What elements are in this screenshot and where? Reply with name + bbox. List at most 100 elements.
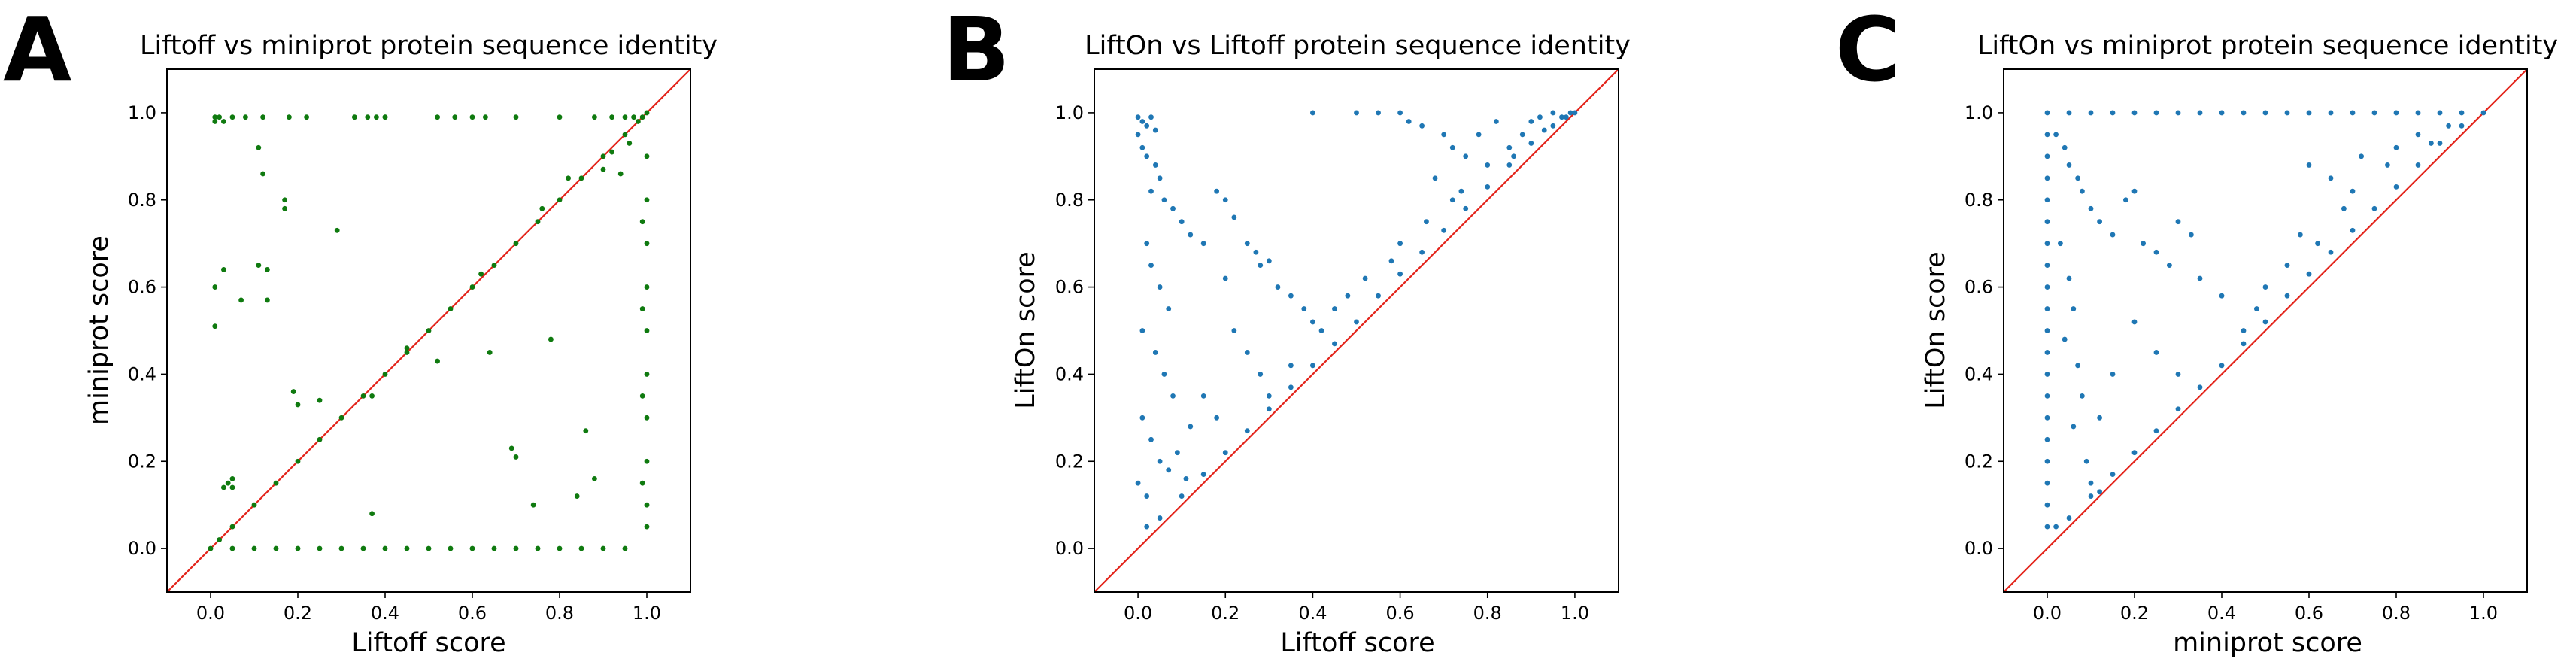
data-point-c (2131, 188, 2138, 194)
data-point-c (2459, 123, 2465, 129)
data-point-a (282, 197, 287, 203)
panel-letter-c: C (1835, 0, 1901, 102)
data-point-c (2080, 393, 2085, 399)
x-tick-label-a: 0.8 (545, 603, 574, 624)
data-point-c (2284, 110, 2290, 116)
data-point-b (1179, 493, 1185, 499)
data-point-b (1332, 306, 1337, 311)
y-tick-label-a: 0.6 (128, 277, 156, 298)
data-point-c (2044, 436, 2050, 442)
data-point-c (2110, 472, 2116, 478)
data-point-c (2088, 205, 2094, 211)
data-point-c (2062, 144, 2068, 150)
data-point-b (1572, 110, 1578, 116)
data-point-a (469, 284, 475, 290)
panel-c: C LiftOn vs miniprot protein sequence id… (1835, 0, 2558, 658)
data-point-c (2175, 372, 2181, 377)
x-tick-label-c: 0.8 (2382, 603, 2411, 624)
data-point-a (221, 119, 226, 124)
data-point-c (2044, 393, 2050, 399)
data-point-a (513, 454, 519, 460)
data-point-a (483, 114, 488, 120)
data-point-b (1388, 258, 1394, 264)
data-point-c (2167, 263, 2172, 269)
y-tick-label-c: 0.8 (1965, 190, 1993, 211)
data-point-a (491, 545, 497, 551)
data-point-b (1222, 197, 1228, 203)
data-point-a (382, 545, 388, 551)
data-point-a (304, 114, 309, 120)
data-point-b (1188, 424, 1194, 430)
chart-title-c: LiftOn vs miniprot protein sequence iden… (1977, 31, 2558, 61)
data-point-b (1550, 110, 1556, 116)
data-point-b (1170, 393, 1176, 399)
data-point-b (1148, 114, 1154, 120)
data-point-a (644, 415, 650, 421)
data-point-c (2044, 415, 2050, 421)
data-point-a (644, 524, 650, 530)
data-point-c (2328, 249, 2334, 255)
data-point-c (2315, 241, 2321, 247)
data-point-a (369, 511, 375, 517)
data-point-a (295, 545, 301, 551)
data-point-a (631, 114, 636, 120)
data-point-b (1511, 153, 1516, 159)
data-point-c (2415, 110, 2421, 116)
data-point-a (539, 205, 545, 211)
data-point-c (2058, 241, 2063, 247)
data-point-b (1157, 175, 1163, 181)
data-point-b (1424, 219, 1429, 225)
data-point-a (290, 389, 296, 394)
x-tick-label-a: 0.6 (458, 603, 487, 624)
data-point-a (639, 114, 645, 120)
data-point-b (1419, 123, 1425, 129)
panel-a: A Liftoff vs miniprot protein sequence i… (3, 0, 718, 658)
data-point-b (1244, 241, 1250, 247)
data-point-c (2371, 205, 2377, 211)
data-point-a (644, 197, 650, 203)
data-point-b (1148, 263, 1154, 269)
data-point-b (1406, 119, 1412, 124)
data-point-b (1200, 393, 1206, 399)
y-tick-label-c: 0.2 (1965, 451, 1993, 472)
data-point-c (2298, 232, 2303, 238)
data-point-c (2350, 110, 2356, 116)
data-point-b (1432, 175, 1438, 181)
x-tick-label-b: 0.0 (1124, 603, 1152, 624)
data-point-c (2044, 480, 2050, 486)
data-point-c (2066, 275, 2072, 281)
data-point-c (2415, 132, 2421, 138)
data-point-c (2080, 188, 2085, 194)
data-point-c (2459, 110, 2465, 116)
data-point-a (221, 484, 226, 490)
data-point-b (1266, 406, 1272, 412)
data-point-c (2088, 493, 2094, 499)
panel-letter-b: B (942, 0, 1010, 102)
data-point-b (1148, 188, 1154, 194)
data-point-c (2153, 428, 2159, 434)
data-point-c (2071, 424, 2077, 430)
x-axis-label-b: Liftoff score (1280, 628, 1434, 658)
data-point-a (260, 171, 265, 177)
data-point-c (2044, 502, 2050, 508)
axes-frame-a (166, 68, 691, 593)
data-point-c (2306, 271, 2312, 277)
data-point-a (238, 297, 244, 303)
data-point-b (1275, 284, 1281, 290)
data-point-b (1170, 205, 1176, 211)
data-point-c (2044, 350, 2050, 355)
x-tick-label-c: 0.0 (2033, 603, 2062, 624)
data-point-c (2141, 241, 2147, 247)
data-point-a (491, 263, 497, 269)
data-point-a (260, 114, 265, 120)
data-point-c (2415, 162, 2421, 168)
data-point-c (2350, 188, 2356, 194)
data-point-a (452, 114, 458, 120)
data-point-b (1144, 493, 1150, 499)
data-point-a (208, 545, 214, 551)
data-point-c (2110, 232, 2116, 238)
data-point-c (2359, 153, 2365, 159)
data-point-a (256, 144, 262, 150)
data-point-a (295, 458, 301, 464)
